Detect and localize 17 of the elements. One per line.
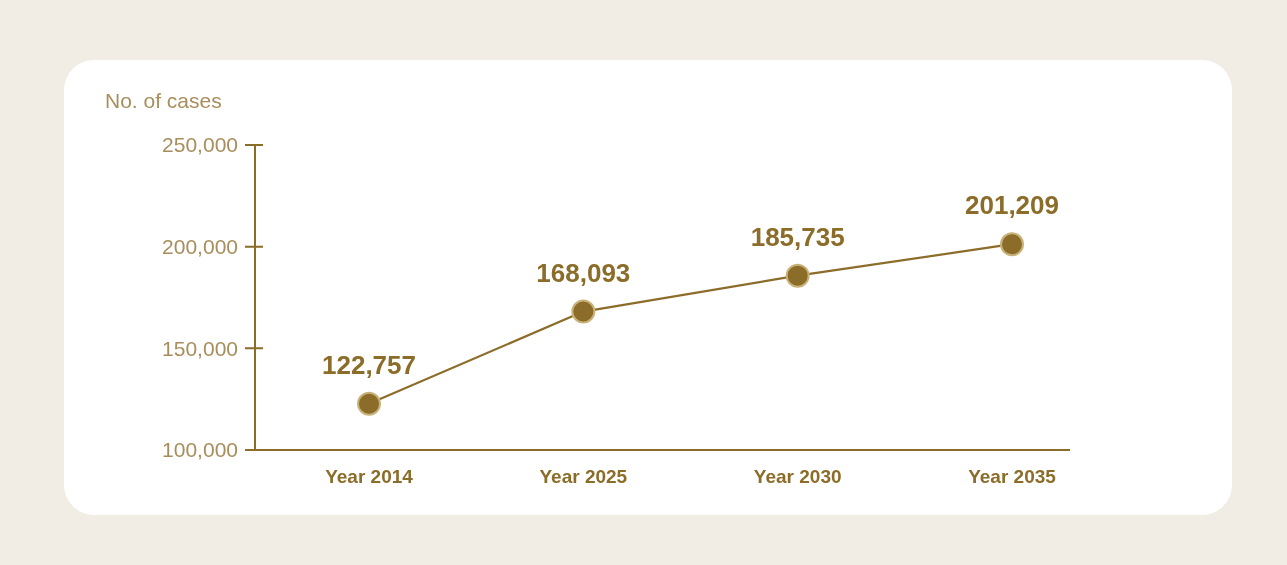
point xyxy=(357,391,381,416)
y-tick-label: 250,000 xyxy=(162,133,238,157)
y-tick-label: 150,000 xyxy=(162,336,238,360)
point xyxy=(1000,232,1024,257)
y-tick-label: 100,000 xyxy=(162,438,238,462)
x-tick-label: Year 2035 xyxy=(968,466,1057,487)
x-tick-label: Year 2014 xyxy=(325,466,414,487)
data-label: 168,093 xyxy=(536,257,631,288)
x-tick-label: Year 2030 xyxy=(753,466,842,487)
x-tick-label: Year 2025 xyxy=(539,466,628,487)
y-axis-title: No. of cases xyxy=(105,89,222,112)
y-tick-label: 200,000 xyxy=(162,235,238,259)
point xyxy=(785,263,810,288)
data-label: 122,757 xyxy=(322,349,416,380)
data-label: 201,209 xyxy=(965,190,1059,221)
point xyxy=(571,299,596,324)
data-label: 185,735 xyxy=(750,221,845,252)
